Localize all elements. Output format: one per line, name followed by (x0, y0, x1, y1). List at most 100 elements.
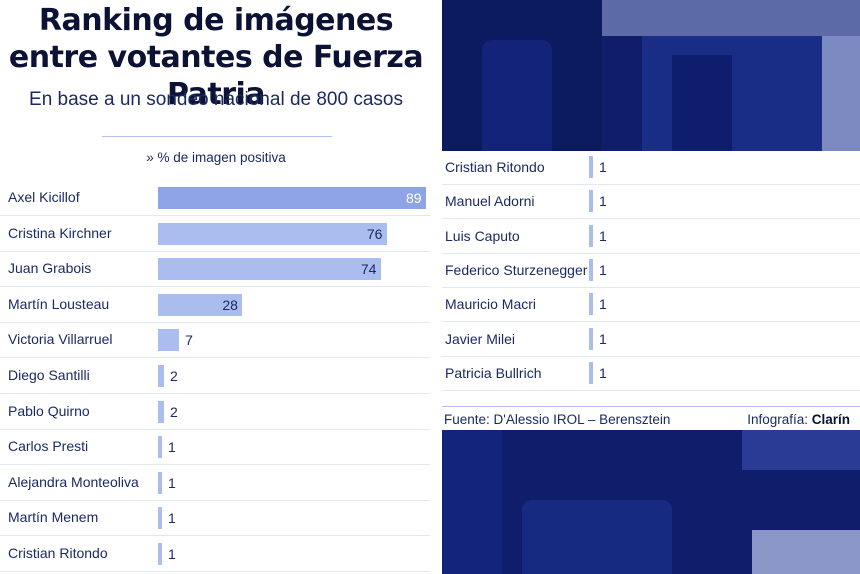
bar-row: Diego Santilli 2 (0, 358, 432, 394)
row-divider (0, 357, 430, 359)
bar-row: Luis Caputo 1 (442, 220, 860, 254)
row-divider (442, 286, 860, 288)
bar (158, 400, 165, 423)
row-divider (0, 215, 430, 216)
row-divider (0, 393, 430, 394)
bar-label: Martín Menem (8, 509, 99, 526)
bar-row: Cristian Ritondo 1 (442, 151, 860, 185)
row-divider (0, 321, 430, 323)
bar-label: Cristian Ritondo (8, 545, 108, 561)
chart-subtitle: En base a un sondeo nacional de 800 caso… (29, 89, 403, 110)
bar-label: Victoria Villarruel (8, 331, 113, 348)
bar-label: Martín Lousteau (8, 295, 110, 312)
footer-divider (442, 406, 860, 407)
bar-value: 74 (360, 261, 377, 278)
bar-value: 1 (168, 510, 176, 527)
source-note: Fuente: D'Alessio IROL – Berensztein (444, 412, 671, 427)
bar-label: Juan Grabois (8, 260, 92, 277)
bar-value: 1 (599, 296, 607, 313)
bar-list-right-area: Cristian Ritondo 1 Manuel Adorni 1 Luis Capu… (442, 151, 860, 430)
bar-value: 2 (170, 368, 178, 384)
row-divider (0, 250, 430, 252)
background-photo-top (442, 0, 860, 151)
chart-title: Ranking de imágenes entre votantes de Fu… (8, 3, 424, 112)
bar-value: 1 (168, 474, 176, 491)
bar (589, 224, 593, 247)
bar-label: Diego Santilli (8, 367, 90, 383)
bar-row: Cristina Kirchner 76 (0, 216, 432, 252)
row-divider (0, 464, 430, 466)
chart-panel-left: Ranking de imágenes entre votantes de Fu… (0, 3, 432, 572)
row-divider (442, 321, 860, 323)
bar-value: 1 (599, 227, 607, 244)
bar-row: Pablo Quirno 2 (0, 394, 432, 430)
row-divider (0, 286, 430, 288)
bar (158, 258, 381, 281)
bar (589, 156, 593, 178)
bar-label: Patricia Bullrich (445, 364, 542, 381)
background-photo-bottom (442, 430, 860, 574)
row-divider (442, 252, 860, 254)
bar (158, 436, 162, 459)
row-divider (0, 535, 430, 537)
bar-value: 1 (168, 546, 176, 562)
bar (589, 293, 593, 316)
bar-label: Cristian Ritondo (445, 159, 545, 175)
title-divider (102, 136, 332, 137)
credit-prefix: Infografía: (747, 412, 812, 427)
bar-label: Carlos Presti (8, 438, 89, 455)
bar-row: Carlos Presti 1 (0, 429, 432, 466)
bar (158, 293, 243, 316)
bar-row: Patricia Bullrich 1 (442, 357, 860, 391)
bar-value: 1 (599, 159, 607, 175)
bar (589, 361, 593, 384)
bar-value: 2 (170, 403, 178, 420)
bar-row: Victoria Villarruel 7 (0, 322, 432, 359)
bar-value: 7 (185, 332, 193, 349)
bar-row: Federico Sturzenegger 1 (442, 254, 860, 288)
row-divider (442, 184, 860, 185)
bar-value: 1 (599, 193, 607, 210)
bar (589, 327, 593, 350)
bar (158, 187, 426, 209)
row-divider (0, 499, 430, 501)
legend-label: » % de imagen positiva (146, 150, 286, 165)
bar-value: 1 (168, 439, 176, 456)
row-divider (442, 218, 860, 220)
bar-label: Cristina Kirchner (8, 224, 112, 241)
bar-row: Javier Milei 1 (442, 323, 860, 357)
bar-value: 28 (222, 296, 238, 313)
bar-value: 89 (406, 190, 422, 206)
bar-label: Mauricio Macri (445, 296, 537, 313)
credit-note: Infografía: Clarín (747, 412, 850, 427)
bar-value: 1 (599, 261, 607, 278)
bar-row: Manuel Adorni 1 (442, 185, 860, 220)
bar-value: 1 (599, 330, 607, 347)
bar-label: Pablo Quirno (8, 402, 90, 419)
chart-panel-right: Cristian Ritondo 1 Manuel Adorni 1 Luis Capu… (442, 0, 860, 574)
bar-label: Axel Kicillof (8, 189, 80, 205)
row-divider (0, 571, 430, 572)
bar-row: Martín Menem 1 (0, 500, 432, 537)
bar (158, 471, 162, 494)
bar-row: Alejandra Monteoliva 1 (0, 465, 432, 501)
bar-row: Cristian Ritondo 1 (0, 536, 432, 572)
credit-brand: Clarín (811, 412, 850, 427)
bar-label: Manuel Adorni (445, 193, 535, 210)
bar (158, 329, 180, 352)
bar (158, 222, 387, 245)
bar-row: Axel Kicillof 89 (0, 180, 432, 216)
bar-row: Juan Grabois 74 (0, 251, 432, 288)
bar-label: Federico Sturzenegger (445, 261, 588, 278)
bar (158, 543, 162, 565)
bar (158, 507, 162, 530)
bar-row: Martín Lousteau 28 (0, 287, 432, 323)
bar (158, 365, 165, 387)
bar-row: Mauricio Macri 1 (442, 288, 860, 323)
bar (589, 258, 593, 281)
bar-value: 1 (599, 364, 607, 381)
bar-label: Alejandra Monteoliva (8, 473, 139, 490)
row-divider (0, 428, 430, 430)
bar-label: Luis Caputo (445, 227, 520, 244)
row-divider (442, 355, 860, 357)
